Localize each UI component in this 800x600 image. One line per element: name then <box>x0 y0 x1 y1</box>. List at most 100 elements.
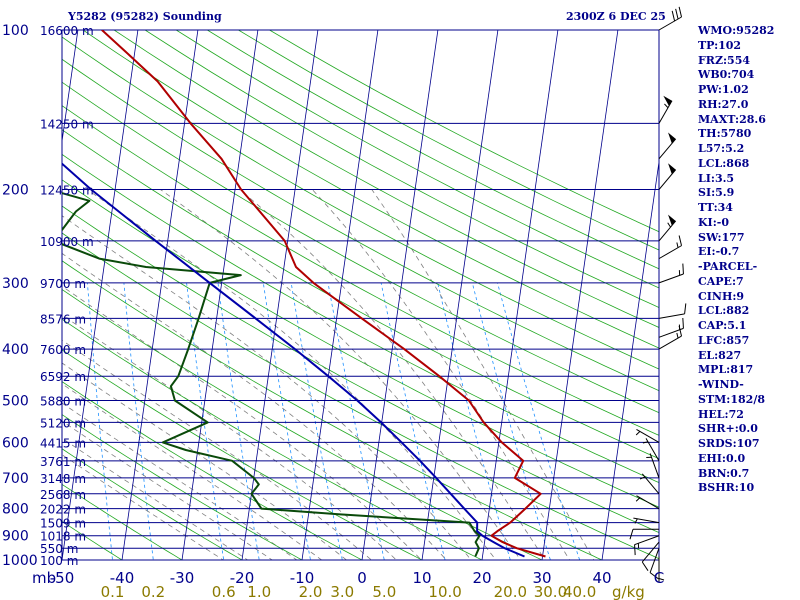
mixing-ratio-tick-label: 3.0 <box>330 583 354 600</box>
wind-barb <box>635 428 660 443</box>
sounding-index-item: LCL:868 <box>698 156 750 170</box>
wind-barb <box>658 235 683 260</box>
sounding-index-item: BSHR:10 <box>698 481 755 495</box>
sounding-index-item: PW:1.02 <box>698 83 749 96</box>
wind-barb <box>658 95 673 124</box>
dry-adiabat-line <box>62 349 423 560</box>
mixing-ratio-tick-label: 30.0 <box>534 583 567 600</box>
height-label: 550 m <box>40 542 78 556</box>
parcel-trace <box>62 162 525 558</box>
dry-adiabat-line <box>62 318 483 560</box>
height-label: 4415 m <box>40 436 86 450</box>
mixing-ratio-tick-label: 0.2 <box>141 583 165 600</box>
height-label: 7600 m <box>40 343 86 357</box>
height-label: 3761 m <box>40 455 86 469</box>
sounding-index-item: SRDS:107 <box>698 437 760 450</box>
wind-barbs <box>629 6 687 583</box>
dry-adiabat-line <box>82 30 659 349</box>
sounding-index-item: MAXT:28.6 <box>698 112 766 126</box>
temperature-tick-label: -50 <box>50 569 75 587</box>
sounding-traces <box>62 30 546 558</box>
height-label: 16600 m <box>40 24 94 38</box>
sounding-index-item: STM:182/8 <box>698 392 765 406</box>
temperature-trace <box>101 30 546 558</box>
isotherm-line <box>601 159 659 560</box>
sounding-index-item: BRN:0.7 <box>698 466 750 480</box>
moist-adiabat-line <box>62 314 397 560</box>
sounding-index-item: L57:5.2 <box>698 142 745 155</box>
dry-adiabat-line <box>207 30 659 270</box>
pressure-tick-label: 100 <box>2 23 29 39</box>
isotherm-line <box>62 30 79 144</box>
moist-adiabat-line <box>160 189 521 560</box>
pressure-unit-label: mb <box>32 569 56 587</box>
wind-barb <box>658 132 677 160</box>
dry-adiabat-line <box>62 129 659 460</box>
height-label: 8576 m <box>40 312 86 326</box>
wind-barb <box>634 535 660 556</box>
pressure-tick-label: 200 <box>2 183 29 199</box>
height-label: 12450 m <box>40 184 94 198</box>
height-label: 100 m <box>40 554 78 568</box>
height-label: 1509 m <box>40 517 86 531</box>
isotherms <box>62 30 659 560</box>
temperature-tick-label: 0 <box>357 569 367 587</box>
pressure-tick-label: 900 <box>2 529 29 545</box>
sounding-index-item: CINH:9 <box>698 289 745 303</box>
pressure-tick-label: 700 <box>2 471 29 487</box>
wind-barb <box>658 6 683 31</box>
wind-barb <box>646 453 660 479</box>
moist-adiabat-line <box>371 189 595 560</box>
pressure-tick-label: 300 <box>2 276 29 292</box>
isotherm-line <box>62 30 139 560</box>
chart-time: 2300Z 6 DEC 25 <box>566 10 666 23</box>
wind-barb <box>629 528 659 540</box>
mixing-ratio-line <box>123 282 154 560</box>
height-label: 5880 m <box>40 394 86 408</box>
mixing-ratio-line <box>497 282 581 560</box>
mixing-ratio-line <box>87 282 113 560</box>
sounding-index-item: LI:3.5 <box>698 171 735 185</box>
sounding-index-item: FRZ:554 <box>698 53 751 67</box>
plot-frame <box>61 29 660 561</box>
height-label: 3148 m <box>40 472 86 486</box>
height-label: 5120 m <box>40 416 86 430</box>
wind-barb <box>635 495 660 510</box>
mixing-ratio-tick-label: 0.1 <box>101 583 125 600</box>
temperature-tick-label: 30 <box>532 569 551 587</box>
height-label: 9700 m <box>40 277 86 291</box>
moist-adiabat-line <box>62 437 249 560</box>
mixing-ratio-line <box>380 282 446 560</box>
dry-adiabat-line <box>62 58 659 392</box>
sounding-index-item: EL:827 <box>698 348 742 362</box>
sounding-index-item: CAPE:7 <box>698 274 744 288</box>
moist-adiabat-line <box>62 420 273 560</box>
mixing-ratio-line <box>471 282 551 560</box>
dry-adiabat-line <box>62 448 243 560</box>
dry-adiabat-line <box>144 30 659 308</box>
dry-adiabat-line <box>62 36 659 370</box>
sounding-index-item: MPL:817 <box>698 363 754 377</box>
sounding-index-item: TH:5780 <box>698 127 752 141</box>
height-label: 14250 m <box>40 117 94 131</box>
dry-adiabat-line <box>175 30 659 289</box>
temperature-tick-label: 40 <box>592 569 611 587</box>
temperature-tick-label: -30 <box>170 569 195 587</box>
mixing-ratio-line <box>262 282 311 560</box>
moist-adiabat-line <box>62 252 447 560</box>
temperature-tick-label: -40 <box>110 569 135 587</box>
pressure-labels: 100 200 300 400 500 600 700 800 900 1000 <box>2 23 38 569</box>
temperature-tick-label: 10 <box>412 569 431 587</box>
dry-adiabat-line <box>238 30 659 251</box>
pressure-tick-label: 800 <box>2 502 29 518</box>
wind-barb <box>642 438 660 462</box>
wind-barb <box>658 325 683 350</box>
sounding-index-item: EHI:0.0 <box>698 451 746 465</box>
dry-adiabat-line <box>62 260 603 560</box>
height-label: 1018 m <box>40 530 86 544</box>
temperature-tick-label: -20 <box>230 569 255 587</box>
sounding-index-item: TP:102 <box>698 38 742 52</box>
mixing-ratio-line <box>327 282 385 560</box>
isotherm-line <box>361 30 439 560</box>
